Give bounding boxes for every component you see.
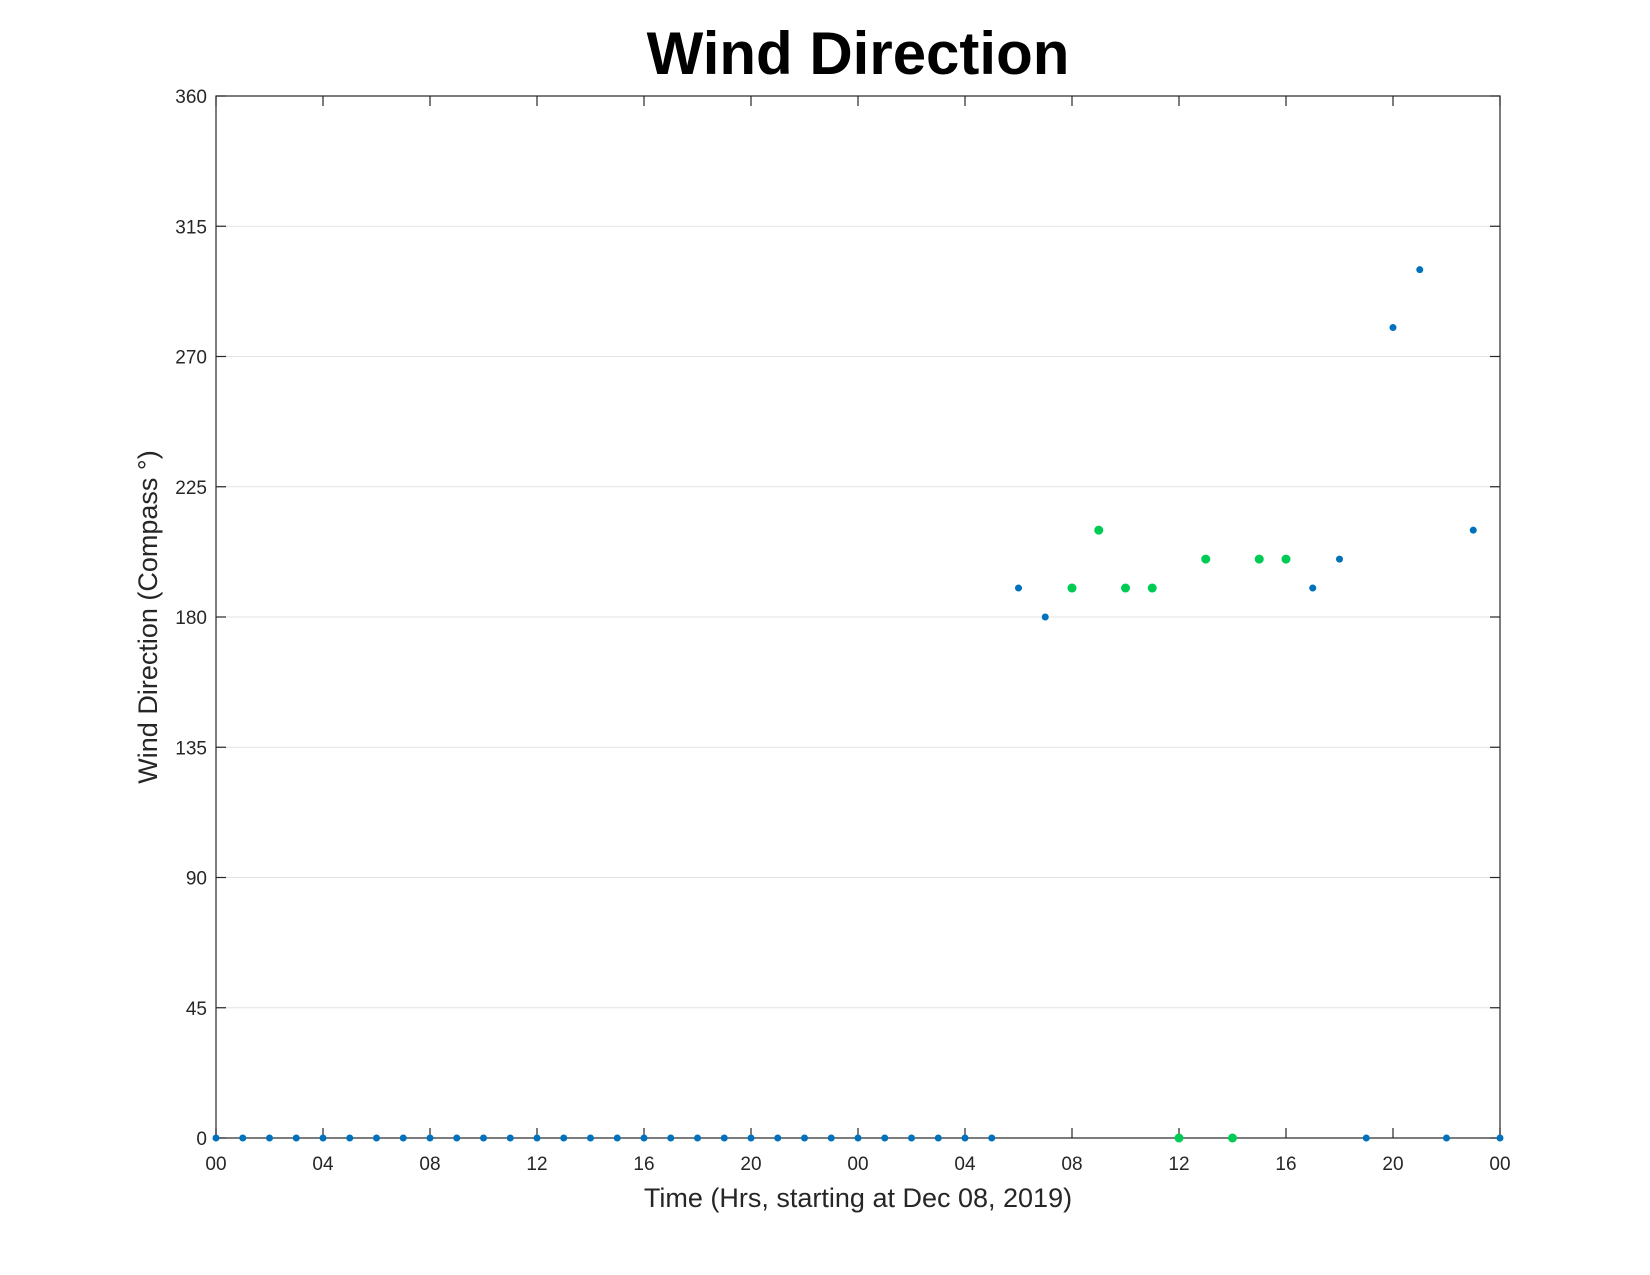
data-point [1015,584,1022,592]
x-tick-label: 20 [740,1154,761,1175]
data-point [613,1134,621,1142]
data-point [587,1134,594,1142]
data-point [694,1134,701,1142]
data-point [1469,526,1477,534]
x-tick-label: 12 [526,1154,547,1175]
data-point [720,1134,728,1142]
axis-ticks: 0 45 90 135 180 225 270 315 360 00 04 08 12 16 20 00 04 0… [175,87,1510,1175]
y-tick-label: 0 [196,1129,207,1150]
x-tick-label: 12 [1168,1154,1189,1175]
x-tick-label: 00 [1489,1154,1510,1175]
data-point [346,1134,354,1142]
y-tick-label: 360 [175,87,207,108]
data-point [319,1134,327,1142]
data-point [1147,583,1157,593]
data-point [533,1134,541,1142]
x-tick-label: 20 [1382,1154,1403,1175]
data-point [239,1134,247,1142]
x-tick-label: 04 [312,1154,334,1175]
data-point [399,1134,407,1142]
data-point [1254,554,1264,564]
data-point [1041,613,1049,621]
x-tick-label: 04 [954,1154,976,1175]
data-point [1094,525,1104,535]
y-tick-label: 270 [175,348,207,369]
data-point [774,1134,782,1142]
data-points [212,266,1504,1143]
data-point [1336,555,1343,563]
data-point [266,1134,273,1142]
data-point [1496,1134,1504,1142]
data-point [426,1134,434,1142]
data-point [1389,324,1397,332]
data-point [1362,1134,1370,1142]
y-tick-label: 135 [175,738,207,759]
data-point [506,1134,514,1142]
y-axis-label: Wind Direction (Compass °) [133,450,163,783]
grid-lines [216,225,1500,1009]
data-point [747,1134,755,1142]
x-axis-label: Time (Hrs, starting at Dec 08, 2019) [644,1183,1072,1213]
data-point [1228,1133,1237,1143]
chart-title: Wind Direction [647,20,1070,87]
data-point [1281,554,1291,564]
y-tick-label: 225 [175,478,207,499]
data-point [801,1134,808,1142]
data-point [1201,554,1211,564]
data-point [640,1134,648,1142]
x-tick-label: 00 [847,1154,868,1175]
data-point [934,1134,942,1142]
data-point [1121,583,1130,593]
x-tick-label: 08 [1061,1154,1082,1175]
data-point [988,1134,996,1142]
data-point [1443,1134,1450,1142]
y-tick-label: 180 [175,608,207,629]
data-point [667,1134,675,1142]
y-tick-label: 90 [186,869,207,890]
data-point [908,1134,915,1142]
data-point [212,1134,220,1142]
data-point [961,1134,969,1142]
data-point [453,1134,461,1142]
data-point [827,1134,835,1142]
data-point [1067,583,1077,593]
data-point [881,1134,889,1142]
data-point [560,1134,568,1142]
data-point [854,1134,862,1142]
data-point [1416,266,1424,274]
y-tick-label: 315 [175,217,207,238]
data-point [373,1134,380,1142]
data-point [1174,1133,1184,1143]
x-tick-label: 08 [419,1154,440,1175]
data-point [480,1134,487,1142]
x-tick-label: 16 [633,1154,654,1175]
x-tick-label: 16 [1275,1154,1296,1175]
x-tick-label: 00 [205,1154,226,1175]
y-tick-label: 45 [186,999,207,1020]
data-point [292,1134,300,1142]
data-point [1309,584,1317,592]
